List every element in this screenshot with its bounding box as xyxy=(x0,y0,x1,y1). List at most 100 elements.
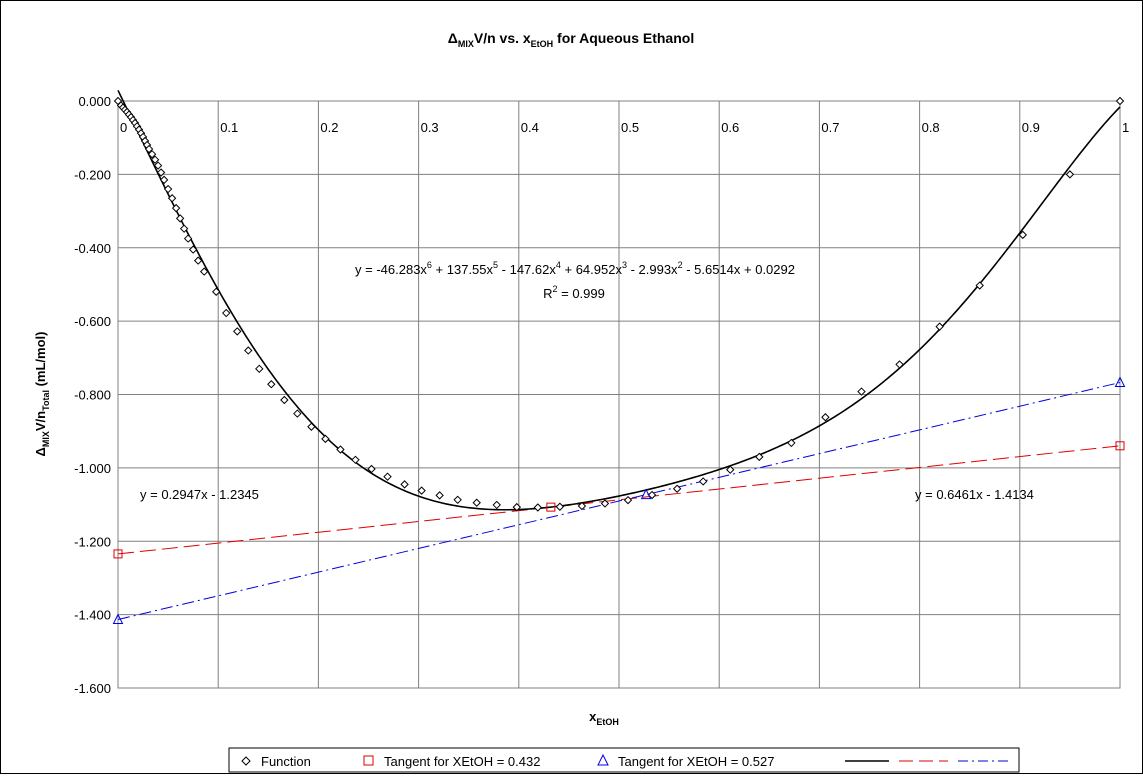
y-tick-label: -0.400 xyxy=(74,241,111,256)
tangent-equation-2: y = 0.6461x - 1.4134 xyxy=(915,487,1034,502)
function-data-point xyxy=(163,184,173,194)
legend-function-marker xyxy=(241,756,251,766)
function-data-point xyxy=(280,395,289,405)
function-data-point xyxy=(400,480,409,489)
function-data-point xyxy=(171,203,181,213)
tangent-line-2 xyxy=(117,382,1121,621)
function-data-point xyxy=(857,387,866,396)
function-data-point xyxy=(698,477,708,486)
function-data-point xyxy=(167,194,177,203)
function-data-point xyxy=(307,422,316,431)
x-tick-label: 0.9 xyxy=(1022,120,1040,135)
function-data-point xyxy=(975,281,984,290)
function-data-point xyxy=(153,161,163,170)
tangent2-point xyxy=(1114,376,1126,388)
x-tick-label: 0.5 xyxy=(621,120,639,135)
tangent-line-1 xyxy=(117,445,1121,555)
x-tick-label: 0 xyxy=(120,120,127,135)
function-data-point xyxy=(147,149,157,159)
function-data-point xyxy=(935,322,944,331)
tangent2-point xyxy=(112,613,124,625)
y-axis-label: ΔMIXV/nTotal (mL/mol) xyxy=(33,332,51,457)
function-data-point xyxy=(211,287,221,296)
x-tick-label: 1 xyxy=(1122,120,1129,135)
x-tick-label: 0.6 xyxy=(721,120,739,135)
function-data-point xyxy=(183,234,193,243)
function-data-point xyxy=(1018,230,1028,240)
y-tick-label: -0.800 xyxy=(74,388,111,403)
y-tick-label: 0.000 xyxy=(78,94,111,109)
fit-equation: y = -46.283x6 + 137.55x5 - 147.62x4 + 64… xyxy=(355,260,795,277)
tangent1-point xyxy=(113,549,123,559)
function-data-point xyxy=(555,502,565,511)
x-axis-label: xEtOH xyxy=(589,709,619,727)
function-data-point xyxy=(150,155,160,164)
y-tick-label: -1.400 xyxy=(74,608,111,623)
function-data-point xyxy=(1065,170,1075,179)
function-data-point xyxy=(267,380,276,389)
x-tick-label: 0.1 xyxy=(220,120,238,135)
legend-tangent2-marker xyxy=(597,753,609,766)
function-data-point xyxy=(321,434,330,444)
y-tick-label: -1.000 xyxy=(74,461,111,476)
data-markers xyxy=(112,96,1126,625)
function-data-point xyxy=(787,438,796,448)
function-data-point xyxy=(175,214,185,223)
function-data-point xyxy=(435,491,444,500)
x-tick-label: 0.8 xyxy=(922,120,940,135)
function-data-point xyxy=(255,364,264,374)
function-data-point xyxy=(492,500,501,510)
x-tick-label: 0.7 xyxy=(821,120,839,135)
function-data-point xyxy=(233,327,242,336)
tangent-lines xyxy=(117,382,1121,621)
x-tick-labels: 0 0.1 0.2 0.3 0.4 0.5 0.6 0.7 0.8 0.9 1 xyxy=(120,120,1129,135)
polynomial-fit-curve xyxy=(117,89,1121,511)
function-data-point xyxy=(647,490,657,500)
legend-tangent2-label: Tangent for XEtOH = 0.527 xyxy=(618,754,774,769)
y-tick-label: -1.600 xyxy=(74,681,111,696)
function-data-point xyxy=(383,472,392,481)
function-data-point xyxy=(351,455,360,465)
function-data-point xyxy=(367,464,376,474)
y-tick-label: -1.200 xyxy=(74,534,111,549)
legend: Function Tangent for XEtOH = 0.432 Tange… xyxy=(228,747,1020,773)
function-data-point xyxy=(821,413,830,422)
gridlines xyxy=(117,100,1121,689)
legend-tangent1-marker xyxy=(363,755,374,766)
function-data-point xyxy=(577,501,587,511)
y-tick-labels: 0.000 -0.200 -0.400 -0.600 -0.800 -1.000 -1.20… xyxy=(74,94,111,696)
function-data-point xyxy=(244,346,253,355)
function-data-point xyxy=(1115,96,1125,106)
function-data-point xyxy=(336,445,345,454)
plot-area-border xyxy=(117,100,1121,689)
function-data-point xyxy=(453,495,462,505)
legend-function-label: Function xyxy=(261,754,311,769)
tangent2-point xyxy=(640,488,652,500)
y-tick-label: -0.600 xyxy=(74,314,111,329)
function-data-point xyxy=(144,144,154,154)
function-data-point xyxy=(755,452,764,462)
function-data-point xyxy=(417,486,426,495)
tangent-equation-1: y = 0.2947x - 1.2345 xyxy=(140,487,259,502)
chart-title: ΔMIXV/n vs. xEtOH for Aqueous Ethanol xyxy=(448,30,694,49)
function-data-point xyxy=(193,256,203,265)
function-data-point xyxy=(533,503,543,512)
tangent1-point xyxy=(546,502,556,512)
function-data-point xyxy=(156,168,166,177)
tangent1-point xyxy=(1115,441,1125,451)
function-data-point xyxy=(726,465,735,474)
function-data-point xyxy=(600,499,610,508)
legend-box xyxy=(228,747,1020,773)
function-data-point xyxy=(159,175,169,185)
function-data-point xyxy=(472,498,481,507)
function-data-point xyxy=(222,308,231,318)
y-tick-label: -0.200 xyxy=(74,167,111,182)
function-data-point xyxy=(672,484,682,493)
function-data-point xyxy=(895,360,904,369)
x-tick-label: 0.2 xyxy=(320,120,338,135)
x-tick-label: 0.3 xyxy=(421,120,439,135)
function-data-point xyxy=(623,495,633,505)
function-data-point xyxy=(512,502,522,512)
